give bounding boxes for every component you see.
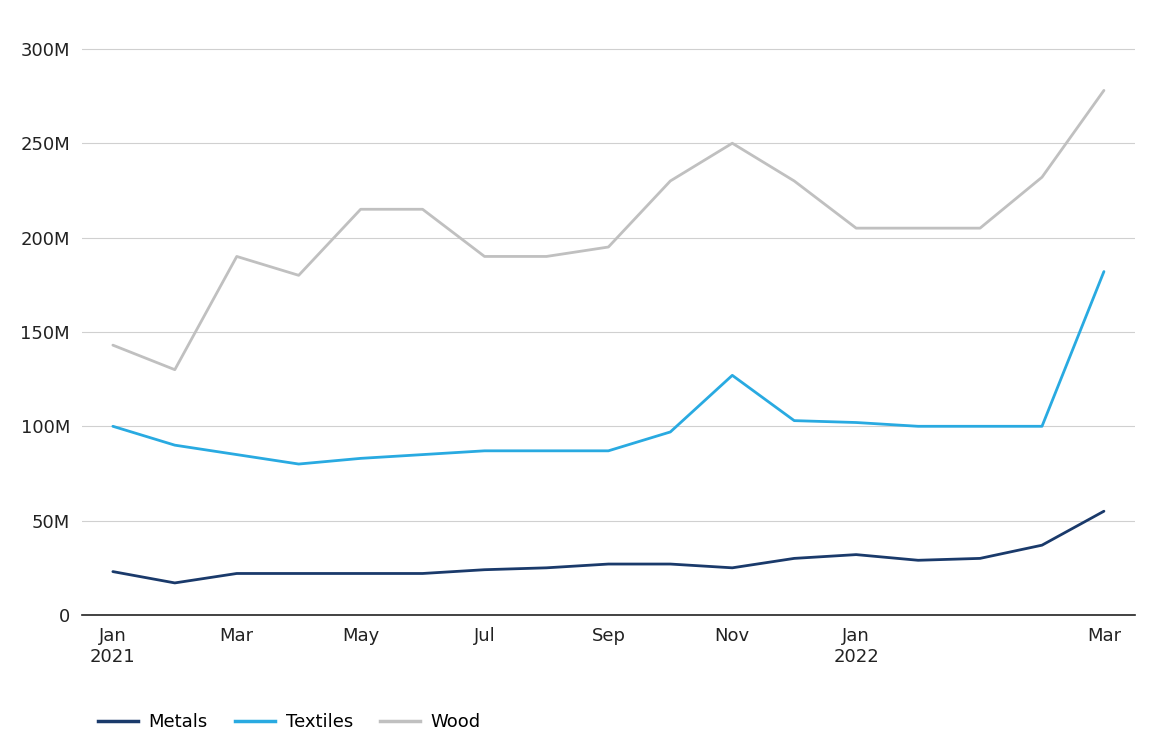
Textiles: [1035, 422, 1049, 430]
Metals: [911, 556, 925, 565]
Metals: [105, 567, 119, 576]
Textiles: [973, 422, 987, 430]
Wood: [725, 139, 739, 148]
Metals: [539, 563, 553, 572]
Textiles: [601, 446, 615, 455]
Wood: [167, 365, 181, 374]
Textiles: [229, 450, 243, 459]
Wood: [291, 271, 305, 280]
Textiles: [291, 460, 305, 469]
Metals: [1035, 541, 1049, 550]
Metals: [601, 560, 615, 568]
Textiles: [415, 450, 429, 459]
Metals: [477, 566, 491, 574]
Wood: [477, 252, 491, 261]
Metals: [787, 554, 801, 563]
Textiles: [167, 441, 181, 450]
Textiles: [105, 422, 119, 430]
Wood: [911, 224, 925, 232]
Wood: [415, 205, 429, 214]
Metals: [663, 560, 677, 568]
Wood: [849, 224, 863, 232]
Line: Wood: Wood: [112, 91, 1104, 370]
Textiles: [1097, 267, 1112, 276]
Metals: [353, 569, 367, 578]
Legend: Metals, Textiles, Wood: Metals, Textiles, Wood: [91, 706, 488, 738]
Textiles: [787, 416, 801, 425]
Metals: [1097, 507, 1112, 516]
Wood: [229, 252, 243, 261]
Metals: [725, 563, 739, 572]
Line: Metals: Metals: [112, 512, 1104, 583]
Metals: [415, 569, 429, 578]
Wood: [663, 176, 677, 185]
Wood: [601, 242, 615, 251]
Textiles: [663, 427, 677, 436]
Wood: [353, 205, 367, 214]
Wood: [539, 252, 553, 261]
Metals: [291, 569, 305, 578]
Textiles: [539, 446, 553, 455]
Metals: [229, 569, 243, 578]
Textiles: [911, 422, 925, 430]
Line: Textiles: Textiles: [112, 272, 1104, 464]
Wood: [787, 176, 801, 185]
Wood: [105, 340, 119, 350]
Textiles: [353, 454, 367, 463]
Metals: [167, 578, 181, 587]
Wood: [1097, 86, 1112, 95]
Textiles: [849, 418, 863, 427]
Wood: [973, 224, 987, 232]
Metals: [973, 554, 987, 563]
Textiles: [477, 446, 491, 455]
Wood: [1035, 172, 1049, 182]
Metals: [849, 550, 863, 559]
Textiles: [725, 370, 739, 380]
